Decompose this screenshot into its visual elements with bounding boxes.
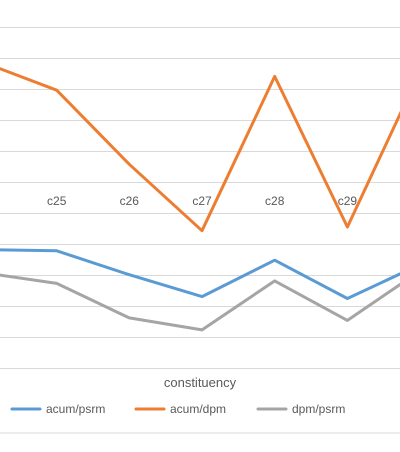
legend-item: dpm/psrm xyxy=(256,402,345,416)
chart-border xyxy=(0,432,400,434)
series-line-acum-psrm xyxy=(0,248,400,300)
x-tick-labels: c25 c26 c27 c28 c29 xyxy=(47,194,357,208)
legend: acum/psrm acum/dpm dpm/psrm xyxy=(10,402,345,416)
x-tick-label: c29 xyxy=(338,194,358,208)
x-tick-label: c28 xyxy=(265,194,285,208)
series-lines xyxy=(0,67,400,332)
x-tick-label: c26 xyxy=(120,194,140,208)
gridlines xyxy=(0,27,400,369)
series-line-acum-dpm xyxy=(0,67,400,233)
legend-label: acum/psrm xyxy=(46,402,105,416)
x-tick-label: c25 xyxy=(47,194,67,208)
x-tick-label: c27 xyxy=(192,194,212,208)
legend-item: acum/dpm xyxy=(134,402,226,416)
legend-label: acum/dpm xyxy=(170,402,226,416)
legend-label: dpm/psrm xyxy=(292,402,345,416)
legend-item: acum/psrm xyxy=(10,402,105,416)
series-line-dpm-psrm xyxy=(0,273,400,332)
x-axis-title: constituency xyxy=(164,375,237,390)
